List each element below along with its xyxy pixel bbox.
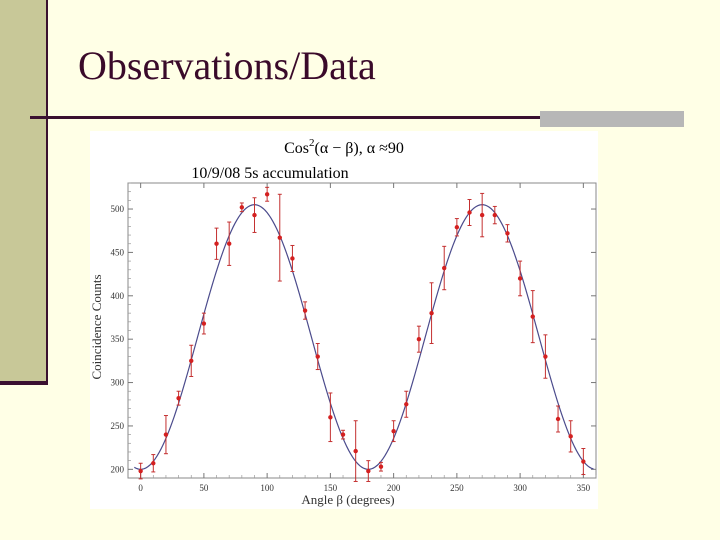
data-point <box>505 231 510 236</box>
x-tick-label: 250 <box>450 483 464 493</box>
data-point <box>442 265 447 271</box>
data-point <box>277 235 282 240</box>
data-point <box>189 358 194 364</box>
x-tick-label: 200 <box>387 483 401 493</box>
data-point <box>391 428 396 434</box>
plot-frame <box>127 182 597 479</box>
data-point <box>492 212 498 218</box>
y-axis-label: Coincidence Counts <box>90 274 104 379</box>
y-tick-label: 300 <box>111 378 125 388</box>
data-point <box>302 308 308 313</box>
chart-title-exponent: 2 <box>309 137 315 149</box>
coincidence-chart: Cos2(α − β), α ≈90 10/9/08 5s accumulati… <box>90 137 597 507</box>
x-tick-label: 150 <box>324 483 338 493</box>
data-point <box>454 225 460 230</box>
data-point <box>201 321 207 326</box>
title-rule <box>30 116 684 119</box>
y-tick-label: 200 <box>111 464 125 474</box>
data-point <box>479 212 485 218</box>
data-point <box>214 241 219 246</box>
data-point <box>429 310 434 316</box>
chart-title-cos: Cos <box>284 140 309 157</box>
data-point <box>378 464 384 469</box>
data-point <box>416 336 422 342</box>
data-point <box>163 432 169 437</box>
data-point <box>555 416 561 422</box>
chart-title: Cos2(α − β), α ≈90 <box>284 137 404 157</box>
y-tick-label: 450 <box>111 247 125 257</box>
chart-title-expr: (α − β), α ≈90 <box>315 140 404 157</box>
x-tick-label: 0 <box>138 483 143 493</box>
data-point <box>264 192 270 197</box>
y-tick-label: 250 <box>111 421 125 431</box>
data-point <box>315 354 320 359</box>
data-point <box>138 468 143 474</box>
y-tick-label: 350 <box>111 334 125 344</box>
data-point <box>290 256 295 261</box>
data-point <box>404 402 409 407</box>
y-tick-label: 400 <box>111 291 125 301</box>
x-tick-label: 50 <box>199 483 209 493</box>
data-point <box>176 395 181 401</box>
data-point <box>517 276 523 281</box>
slide-title: Observations/Data <box>78 43 376 88</box>
data-point <box>353 448 358 454</box>
data-point <box>467 210 472 215</box>
y-tick-label: 500 <box>111 204 125 214</box>
x-tick-label: 300 <box>513 483 527 493</box>
x-tick-label: 350 <box>577 483 591 493</box>
chart-panel: Cos2(α − β), α ≈90 10/9/08 5s accumulati… <box>90 131 598 509</box>
side-bar-edge <box>46 0 48 385</box>
side-bar-underline <box>0 381 48 385</box>
data-point <box>151 461 156 466</box>
chart-subtitle: 10/9/08 5s accumulation <box>191 165 348 182</box>
x-tick-label: 100 <box>260 483 274 493</box>
data-point <box>252 212 257 218</box>
x-axis-label: Angle β (degrees) <box>301 492 394 507</box>
data-point <box>328 415 333 420</box>
data-point <box>543 354 548 359</box>
data-point <box>239 205 245 210</box>
data-point <box>530 314 535 319</box>
plot-layer: 0 50 100 150 200 250 300 350 200 250 300 350 400 450 5… <box>111 182 597 493</box>
rule-accent-block <box>540 111 684 127</box>
data-point <box>226 241 232 246</box>
data-point <box>568 434 573 439</box>
data-point <box>366 468 371 474</box>
data-point <box>340 432 346 437</box>
fit-curve <box>134 204 594 470</box>
data-point <box>581 459 586 464</box>
side-bar <box>0 0 46 383</box>
